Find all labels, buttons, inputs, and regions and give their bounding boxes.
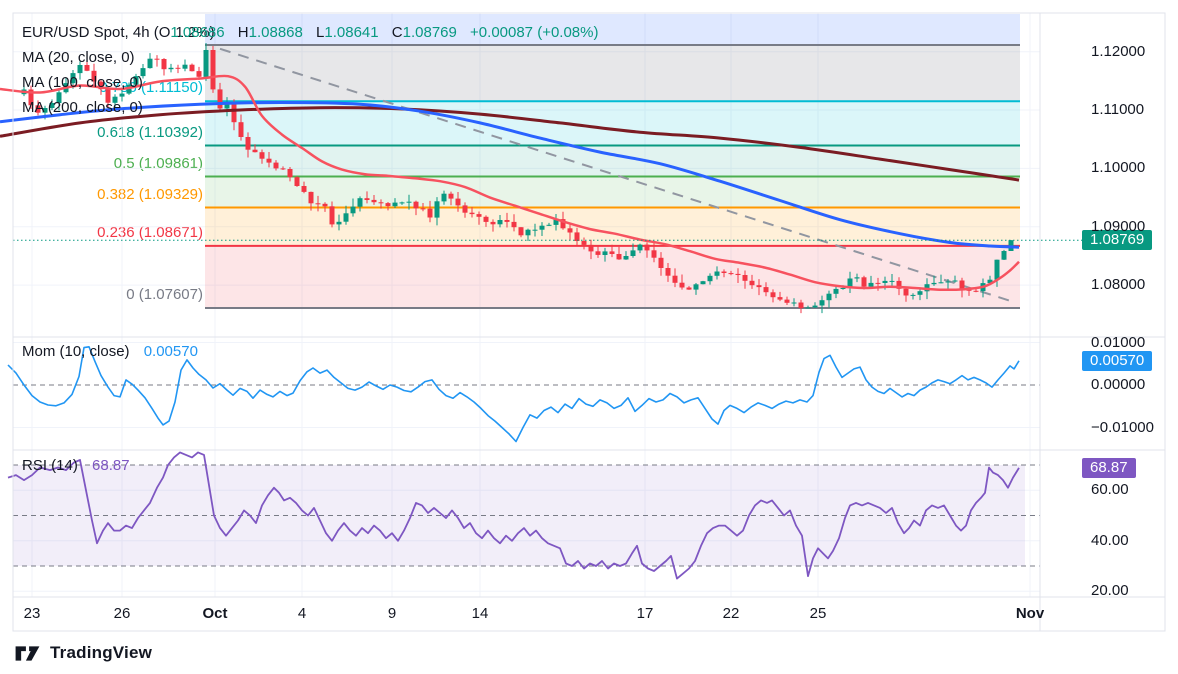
tradingview-brand-text: TradingView [50,643,153,662]
open-value: 1.08686 [170,24,225,41]
price-axis-label: 1.09000 [1091,217,1146,235]
fib-level-label: 0.382 (1.09329) [97,185,203,203]
momentum-value-badge: 0.00570 [1082,350,1153,371]
time-axis-label: 23 [23,605,41,622]
symbol-legend[interactable]: EUR/USD Spot, 4h (O 1.2%) 1.08686 H1.08868… [22,24,598,41]
fib-level-label: 0.5 (1.09861) [113,154,203,172]
time-axis[interactable]: 23 26 Oct 4 9 14 17 22 25 Nov [13,597,1165,631]
tradingview-logo[interactable]: TradingView [14,642,152,665]
time-axis-label: 4 [297,605,307,622]
time-axis-label: 17 [636,605,654,622]
price-axis-label: 1.08000 [1091,276,1146,294]
momentum-axis-label: −0.01000 [1091,418,1154,436]
time-axis-label: Oct [202,605,228,622]
rsi-legend[interactable]: RSI (14) 68.87 [22,458,130,474]
fib-level-label: 0.786 (1.11150) [99,79,203,97]
time-axis-label: Nov [1015,605,1045,622]
momentum-axis-label: 0.00000 [1091,376,1146,393]
price-axis-label: 1.11000 [1091,101,1145,119]
rsi-axis-label: 60.00 [1091,481,1129,499]
current-price-badge: 1.08769 [1082,230,1153,251]
fib-level-label: 0.236 (1.08671) [97,223,203,241]
rsi-value-badge: 68.87 [1082,457,1136,478]
close-value: C1.08769 [391,24,457,41]
rsi-axis-label: 40.00 [1091,531,1129,549]
price-axis-label: 1.12000 [1091,42,1146,60]
momentum-value: 0.00570 [143,343,198,360]
footer: TradingView [14,640,152,666]
legend-artifact-text: 1.2%) [175,24,215,41]
open-value-overlap: 1.2%) 1.08686 [170,24,224,41]
low-value: L1.08641 [316,24,379,41]
ma20-legend[interactable]: MA (20, close, 0) [22,49,135,66]
rsi-label: RSI (14) [22,457,78,474]
momentum-label: Mom (10, close) [22,343,130,360]
time-axis-label: 9 [387,605,397,622]
momentum-legend[interactable]: Mom (10, close) 0.00570 [22,344,198,360]
time-axis-label: 26 [113,605,131,622]
ma200-legend[interactable]: MA (200, close, 0) [22,99,143,116]
time-axis-label: 25 [809,605,827,622]
change-value: +0.00087 (+0.08%) [470,24,599,41]
rsi-axis-label: 20.00 [1091,582,1129,600]
price-axis-label: 1.10000 [1091,159,1146,177]
right-axis[interactable]: 1.08769 0.00570 68.87 1.12000 1.11000 1.10… [1040,13,1178,600]
momentum-axis-label: 0.01000 [1091,333,1146,351]
fib-level-label: 0.618 (1.10392) [97,123,203,141]
high-value: H1.08868 [237,24,303,41]
fib-level-label: 0 (1.07607) [126,286,203,303]
fib-labels-layer: 0.786 (1.11150) 0.618 (1.10392) 0.5 (1.098… [0,0,203,631]
rsi-value: 68.87 [92,457,130,474]
time-axis-label: 14 [471,605,489,622]
tradingview-mark-icon [15,645,40,661]
ma100-legend[interactable]: MA (100, close, 0) [22,74,143,91]
time-axis-label: 22 [722,605,740,622]
symbol-title: EUR/USD Spot, 4h (O [22,24,171,41]
